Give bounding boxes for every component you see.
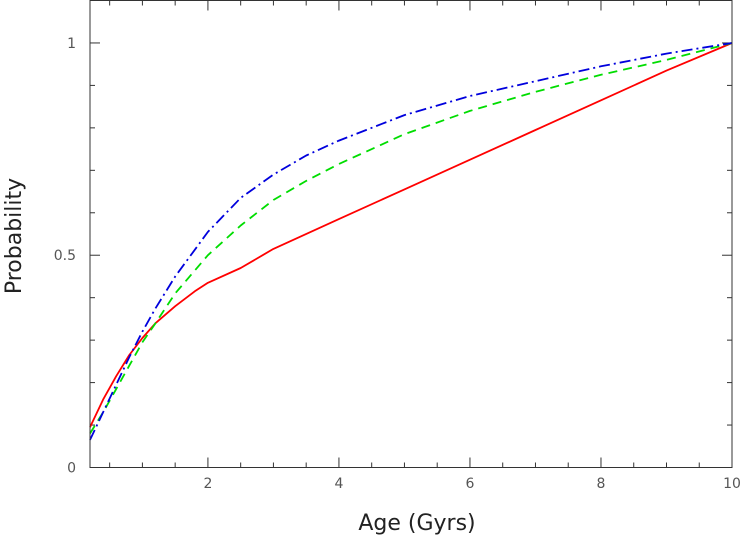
x-tick-label: 6 — [465, 476, 474, 492]
series-line-1 — [89, 42, 733, 428]
plot-frame — [89, 0, 733, 468]
tick-labels: 2 4 6 8 10 0 0.5 1 — [54, 36, 741, 492]
series-line-3 — [89, 42, 733, 441]
x-tick-label: 8 — [597, 476, 606, 492]
x-tick-label: 2 — [203, 476, 212, 492]
x-axis-title: Age (Gyrs) — [358, 511, 475, 536]
y-axis-title: Probability — [2, 178, 27, 294]
series-lines — [89, 42, 733, 441]
x-tick-label: 10 — [723, 476, 741, 492]
y-tick-label: 0 — [67, 461, 76, 477]
series-line-2 — [89, 42, 733, 434]
y-tick-label: 1 — [67, 36, 76, 52]
axis-ticks — [90, 0, 732, 468]
y-tick-label: 0.5 — [54, 248, 76, 264]
x-tick-label: 4 — [334, 476, 343, 492]
